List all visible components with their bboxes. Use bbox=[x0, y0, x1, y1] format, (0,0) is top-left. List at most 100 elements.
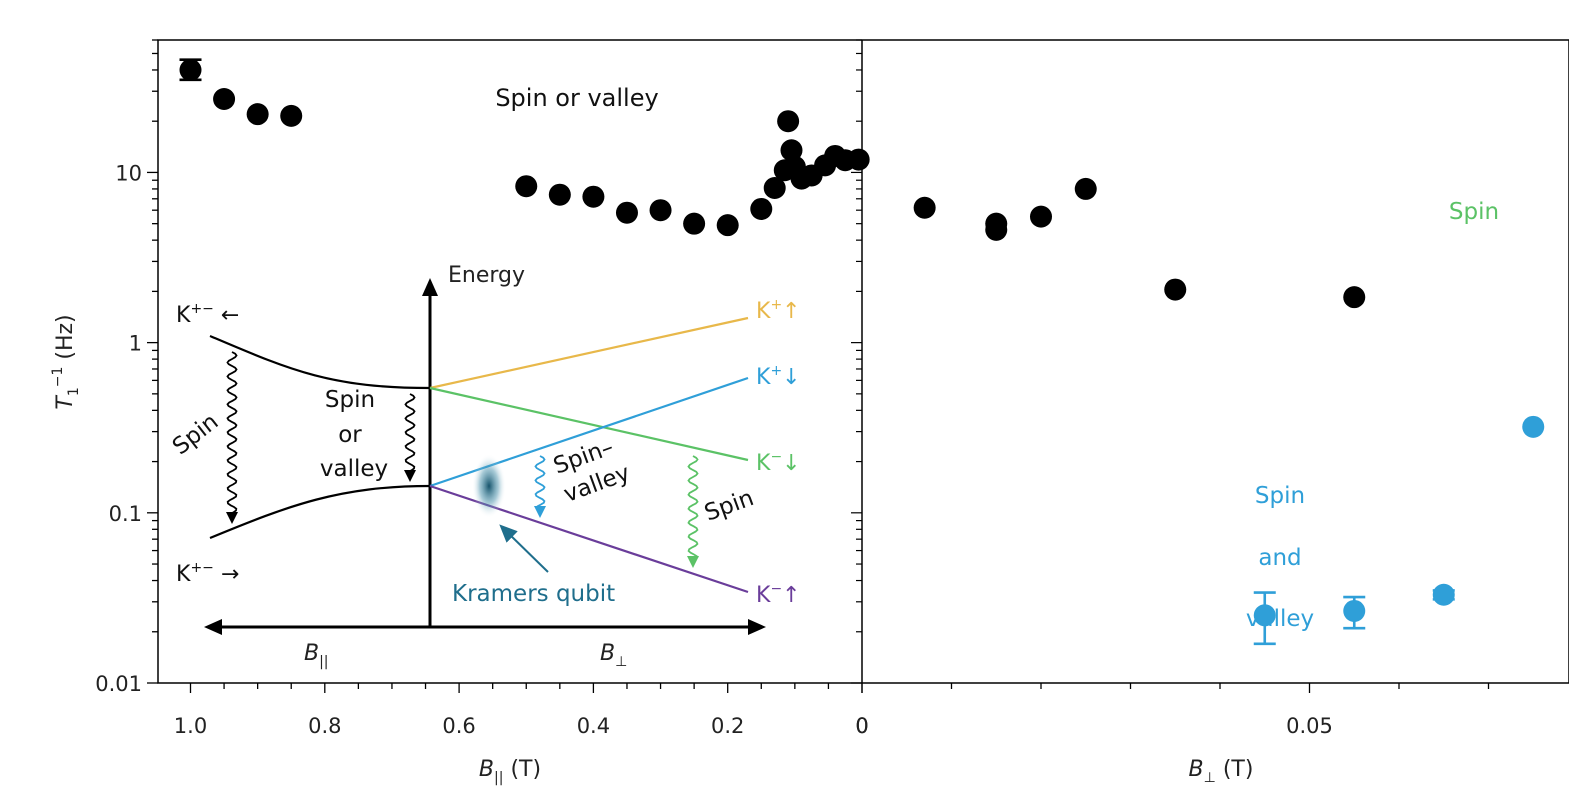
data-point-spin-and-valley bbox=[1432, 583, 1455, 606]
b-perp-arrowhead bbox=[748, 619, 766, 635]
spin-label-left: Spin bbox=[168, 409, 224, 460]
annotation-spin-and-valley-1: Spin bbox=[1255, 483, 1305, 509]
k-plus-down-base: K bbox=[756, 365, 771, 390]
spin-or-valley-transition-wave bbox=[404, 393, 416, 473]
k-minus-down-arrow: ↓ bbox=[782, 451, 800, 476]
data-point-spin-or-valley bbox=[649, 199, 672, 222]
y-axis-title: T1−1 (Hz) bbox=[50, 314, 82, 409]
x-right-tick-label: 0.05 bbox=[1286, 714, 1333, 738]
x-left-tick-label: 0.6 bbox=[442, 714, 475, 738]
data-point-spin-or-valley bbox=[780, 139, 803, 162]
k-minus-down-base: K bbox=[756, 451, 771, 476]
k-plus-up-line bbox=[429, 316, 749, 390]
kramers-pointer-arrow bbox=[499, 524, 549, 573]
spin-wave-right-arrowhead bbox=[687, 556, 699, 568]
state-k-plus-down: K+↓ bbox=[756, 363, 801, 390]
b-par-label-base: B bbox=[304, 641, 319, 666]
spin-valley-arrowhead bbox=[534, 506, 546, 518]
energy-axis-arrowhead bbox=[422, 278, 438, 296]
x-left-tick-label: 0.2 bbox=[711, 714, 744, 738]
state-k-plus-up: K+↑ bbox=[756, 297, 801, 324]
plot-frame bbox=[157, 39, 1569, 684]
state-left-bottom-sup: +− bbox=[190, 560, 213, 576]
y-axis-title-unit: (Hz) bbox=[53, 314, 78, 366]
kramers-qubit-glow bbox=[472, 454, 506, 518]
data-point-spin-or-valley bbox=[548, 183, 571, 206]
k-minus-up-sup: − bbox=[770, 581, 782, 597]
y-tick-label: 0.01 bbox=[95, 672, 142, 696]
b-par-label-sub: || bbox=[319, 654, 328, 670]
spin-or-valley-label-line1: Spin bbox=[325, 387, 375, 413]
spin-transition-wave-right bbox=[687, 455, 699, 559]
x-right-title-sub: ⊥ bbox=[1204, 770, 1216, 786]
x-left-tick-label: 0.4 bbox=[577, 714, 610, 738]
b-par-label: B|| bbox=[304, 641, 329, 670]
data-point-spin-or-valley bbox=[179, 58, 202, 81]
data-point-spin-or-valley bbox=[1074, 177, 1097, 200]
k-minus-up-arrow: ↑ bbox=[782, 583, 800, 608]
x-left-tick-label: 1.0 bbox=[174, 714, 207, 738]
state-left-top-base: K bbox=[176, 303, 191, 328]
data-point-spin-or-valley bbox=[777, 110, 800, 133]
data-point-spin-or-valley bbox=[246, 103, 269, 126]
y-axis-divider-ticks bbox=[851, 39, 862, 684]
k-minus-down-sup: − bbox=[770, 449, 782, 465]
k-plus-down-arrow: ↓ bbox=[782, 365, 800, 390]
spin-transition-wave-left bbox=[226, 351, 238, 515]
x-right-tick-label: 0 bbox=[855, 714, 868, 738]
b-perp-label-sub: ⊥ bbox=[615, 654, 627, 670]
data-point-spin-and-valley bbox=[1253, 604, 1276, 627]
y-axis: 10 1 0.1 0.01 bbox=[95, 39, 158, 696]
data-point-spin-or-valley bbox=[1030, 205, 1052, 228]
state-left-bottom-base: K bbox=[176, 562, 191, 587]
data-point-spin-or-valley bbox=[716, 214, 739, 237]
spin-or-valley-label-line3: valley bbox=[320, 456, 388, 482]
state-left-bottom-arrow: → bbox=[214, 562, 239, 587]
b-par-arrowhead bbox=[204, 619, 222, 635]
y-axis-title-sub: 1 bbox=[66, 387, 82, 396]
state-left-top-sup: +− bbox=[190, 301, 213, 317]
state-left-top: K+− ← bbox=[176, 301, 239, 328]
x-left-tick-label: 0.8 bbox=[308, 714, 341, 738]
spin-label-right: Spin bbox=[701, 485, 757, 527]
data-point-spin-or-valley bbox=[750, 197, 773, 220]
plot-area-border bbox=[157, 39, 1569, 684]
y-tick-label: 0.1 bbox=[109, 502, 142, 526]
data-points bbox=[179, 58, 1545, 646]
data-point-spin-or-valley bbox=[280, 104, 303, 127]
data-point-spin-or-valley bbox=[683, 212, 706, 235]
spin-valley-label: Spin– valley bbox=[550, 434, 633, 508]
x-right-title-base: B bbox=[1189, 757, 1204, 782]
b-perp-label-base: B bbox=[600, 641, 615, 666]
spin-or-valley-label-line2: or bbox=[338, 422, 362, 448]
annotation-spin: Spin bbox=[1449, 199, 1499, 225]
data-point-spin-or-valley bbox=[1343, 286, 1366, 309]
data-point-spin-or-valley bbox=[763, 177, 786, 200]
y-axis-title-base: T bbox=[53, 395, 78, 410]
spin-wave-left-arrowhead bbox=[226, 512, 238, 524]
y-tick-label: 10 bbox=[115, 161, 142, 185]
x-right-title-unit: (T) bbox=[1216, 757, 1254, 782]
data-point-spin-and-valley bbox=[1522, 415, 1545, 438]
x-left-title-unit: (T) bbox=[503, 757, 541, 782]
spin-or-valley-arrowhead bbox=[404, 470, 416, 482]
upper-doublet-curve bbox=[209, 334, 431, 390]
data-point-spin-or-valley bbox=[847, 148, 870, 171]
data-point-spin-or-valley bbox=[582, 185, 605, 208]
data-point-spin-or-valley bbox=[1164, 278, 1187, 301]
k-minus-down-line bbox=[429, 386, 749, 462]
x-axis-b-parallel: 1.0 0.8 0.6 0.4 0.2 0 bbox=[174, 683, 869, 738]
energy-level-inset: Energy B|| B⊥ Kramers qubit Spin bbox=[168, 263, 801, 670]
x-left-title-sub: || bbox=[494, 770, 503, 786]
annotation-spin-or-valley: Spin or valley bbox=[495, 84, 658, 112]
x-axis-right-title: B⊥ (T) bbox=[1189, 757, 1254, 786]
data-point-spin-or-valley bbox=[615, 201, 638, 224]
k-minus-up-base: K bbox=[756, 583, 771, 608]
x-axis-left-title: B|| (T) bbox=[479, 757, 541, 786]
data-point-spin-or-valley bbox=[985, 218, 1008, 241]
data-point-spin-or-valley bbox=[515, 175, 538, 198]
data-point-spin-or-valley bbox=[213, 88, 236, 111]
state-left-bottom: K+− → bbox=[176, 560, 239, 587]
k-plus-up-base: K bbox=[756, 299, 771, 324]
